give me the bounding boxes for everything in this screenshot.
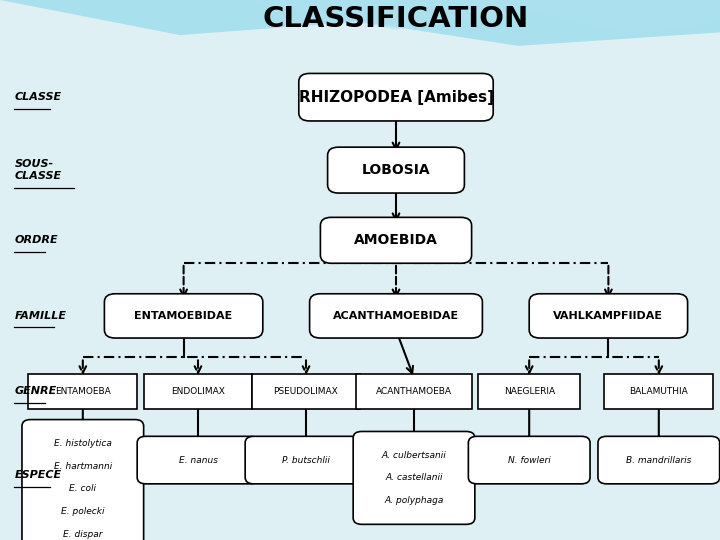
FancyBboxPatch shape	[353, 431, 475, 524]
FancyBboxPatch shape	[299, 73, 493, 121]
FancyBboxPatch shape	[478, 374, 580, 409]
Text: CLASSE: CLASSE	[14, 92, 61, 102]
Text: ESPECE: ESPECE	[14, 470, 61, 480]
FancyBboxPatch shape	[137, 436, 259, 484]
Text: P. butschlii: P. butschlii	[282, 456, 330, 464]
Text: PSEUDOLIMAX: PSEUDOLIMAX	[274, 387, 338, 396]
Text: RHIZOPODEA [Amibes]: RHIZOPODEA [Amibes]	[299, 90, 493, 105]
FancyBboxPatch shape	[104, 294, 263, 338]
Text: FAMILLE: FAMILLE	[14, 311, 66, 321]
Text: ENTAMOEBIDAE: ENTAMOEBIDAE	[135, 311, 233, 321]
FancyBboxPatch shape	[29, 374, 138, 409]
FancyBboxPatch shape	[356, 374, 472, 409]
FancyBboxPatch shape	[144, 374, 253, 409]
Text: BALAMUTHIA: BALAMUTHIA	[629, 387, 688, 396]
Text: ACANTHAMOEBIDAE: ACANTHAMOEBIDAE	[333, 311, 459, 321]
Text: E. hartmanni: E. hartmanni	[54, 462, 112, 470]
Text: N. fowleri: N. fowleri	[508, 456, 551, 464]
Text: E. nanus: E. nanus	[179, 456, 217, 464]
Text: ACANTHAMOEBA: ACANTHAMOEBA	[376, 387, 452, 396]
Text: NAEGLERIA: NAEGLERIA	[503, 387, 555, 396]
FancyBboxPatch shape	[328, 147, 464, 193]
FancyBboxPatch shape	[529, 294, 688, 338]
Polygon shape	[0, 0, 720, 46]
Text: E. polecki: E. polecki	[61, 507, 104, 516]
FancyBboxPatch shape	[468, 436, 590, 484]
Text: B. mandrillaris: B. mandrillaris	[626, 456, 691, 464]
Text: A. castellanii: A. castellanii	[385, 474, 443, 482]
Text: A. culbertsanii: A. culbertsanii	[382, 451, 446, 460]
Text: ENTAMOEBA: ENTAMOEBA	[55, 387, 111, 396]
FancyBboxPatch shape	[598, 436, 720, 484]
Text: ORDRE: ORDRE	[14, 235, 58, 245]
Text: LOBOSIA: LOBOSIA	[361, 163, 431, 177]
FancyBboxPatch shape	[320, 217, 472, 263]
Text: E. dispar: E. dispar	[63, 530, 102, 538]
Text: ENDOLIMAX: ENDOLIMAX	[171, 387, 225, 396]
FancyBboxPatch shape	[605, 374, 714, 409]
Text: VAHLKAMPFIIDAE: VAHLKAMPFIIDAE	[554, 311, 663, 321]
FancyBboxPatch shape	[310, 294, 482, 338]
FancyBboxPatch shape	[252, 374, 360, 409]
Text: SOUS-
CLASSE: SOUS- CLASSE	[14, 159, 61, 181]
Text: GENRE: GENRE	[14, 387, 57, 396]
FancyBboxPatch shape	[245, 436, 366, 484]
Text: E. histolytica: E. histolytica	[54, 439, 112, 448]
FancyBboxPatch shape	[22, 420, 143, 540]
Text: CLASSIFICATION: CLASSIFICATION	[263, 5, 529, 33]
Text: AMOEBIDA: AMOEBIDA	[354, 233, 438, 247]
Text: E. coli: E. coli	[69, 484, 96, 493]
Text: A. polyphaga: A. polyphaga	[384, 496, 444, 505]
Polygon shape	[252, 0, 720, 35]
